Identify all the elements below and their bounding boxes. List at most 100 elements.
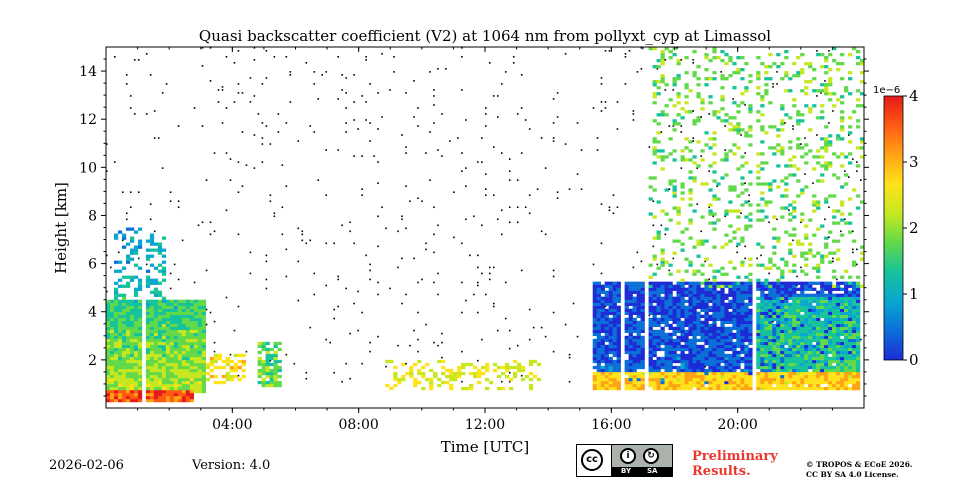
heatmap-cell	[265, 383, 270, 388]
cc-license-badge[interactable]: cc i ↻ BY SA	[576, 444, 673, 477]
heatmap-cell	[652, 80, 657, 84]
heatmap-cell	[800, 380, 805, 385]
heatmap-cell	[592, 290, 597, 294]
heatmap-cell	[812, 359, 817, 364]
heatmap-cell	[660, 287, 665, 291]
heatmap-cell	[688, 203, 693, 207]
heatmap-cell	[816, 227, 821, 231]
heatmap-cell	[744, 284, 749, 288]
heatmap-cell	[804, 338, 809, 343]
noise-speckle	[113, 56, 116, 58]
heatmap-cell	[828, 92, 833, 96]
heatmap-cell	[624, 383, 629, 388]
heatmap-cell	[820, 353, 825, 358]
heatmap-cell	[656, 290, 661, 294]
heatmap-cell	[776, 128, 781, 132]
heatmap-cell	[764, 284, 769, 288]
heatmap-cell	[628, 359, 633, 364]
heatmap-cell	[453, 371, 458, 376]
heatmap-cell	[624, 362, 629, 367]
heatmap-cell	[189, 320, 195, 325]
heatmap-cell	[616, 299, 621, 303]
noise-speckle	[253, 134, 256, 136]
noise-speckle	[369, 140, 371, 142]
noise-speckle	[616, 101, 619, 103]
heatmap-cell	[832, 104, 837, 108]
heatmap-cell	[808, 323, 813, 328]
noise-speckle	[309, 125, 312, 127]
heatmap-cell	[648, 311, 653, 315]
heatmap-cell	[732, 128, 737, 132]
heatmap-cell	[772, 344, 777, 349]
heatmap-cell	[788, 368, 793, 373]
heatmap-cell	[113, 347, 119, 352]
heatmap-cell	[121, 380, 127, 385]
heatmap-cell	[828, 284, 833, 288]
noise-speckle	[437, 149, 439, 151]
heatmap-cell	[692, 308, 697, 312]
heatmap-cell	[261, 383, 266, 388]
heatmap-cell	[125, 254, 131, 258]
heatmap-cell	[820, 257, 825, 261]
heatmap-cell	[700, 383, 705, 388]
noise-speckle	[369, 269, 371, 272]
heatmap-cell	[676, 269, 681, 273]
heatmap-cell	[676, 101, 681, 105]
heatmap-cell	[145, 299, 151, 303]
heatmap-cell	[704, 77, 709, 81]
heatmap-cell	[672, 104, 677, 108]
heatmap-cell	[708, 317, 713, 322]
heatmap-cell	[173, 317, 179, 322]
noise-speckle	[600, 203, 603, 206]
heatmap-cell	[688, 386, 693, 391]
heatmap-cell	[161, 269, 167, 273]
heatmap-cell	[137, 362, 143, 367]
heatmap-cell	[840, 365, 845, 370]
heatmap-cell	[656, 341, 661, 346]
heatmap-cell	[780, 77, 785, 81]
heatmap-cell	[840, 311, 845, 315]
heatmap-cell	[173, 392, 179, 397]
noise-speckle	[345, 131, 347, 133]
heatmap-cell	[776, 347, 781, 352]
heatmap-cell	[816, 275, 821, 279]
heatmap-cell	[760, 347, 765, 352]
heatmap-cell	[628, 347, 633, 352]
heatmap-cell	[189, 362, 195, 367]
heatmap-cell	[700, 293, 705, 297]
noise-speckle	[381, 206, 383, 209]
heatmap-cell	[816, 365, 821, 370]
heatmap-cell	[433, 371, 438, 376]
heatmap-cell	[608, 335, 613, 340]
heatmap-cell	[676, 308, 681, 312]
heatmap-cell	[796, 362, 801, 367]
heatmap-cell	[852, 239, 857, 243]
heatmap-cell	[688, 191, 693, 195]
heatmap-cell	[756, 71, 761, 75]
noise-speckle	[500, 209, 503, 212]
heatmap-cell	[157, 359, 163, 364]
heatmap-cell	[740, 68, 745, 72]
heatmap-cell	[169, 347, 175, 352]
heatmap-cell	[788, 116, 793, 120]
heatmap-cell	[201, 389, 206, 394]
noise-speckle	[776, 71, 778, 73]
heatmap-cell	[640, 305, 645, 309]
heatmap-cell	[832, 359, 837, 364]
heatmap-cell	[660, 167, 665, 171]
heatmap-cell	[137, 329, 143, 334]
heatmap-cell	[780, 149, 785, 153]
heatmap-cell	[149, 248, 155, 252]
noise-speckle	[516, 179, 519, 181]
heatmap-cell	[780, 281, 785, 285]
heatmap-cell	[820, 287, 825, 291]
heatmap-cell	[660, 305, 665, 309]
heatmap-cell	[800, 212, 805, 216]
heatmap-cell	[764, 89, 769, 93]
heatmap-cell	[596, 383, 601, 388]
heatmap-cell	[820, 374, 825, 379]
heatmap-cell	[784, 317, 789, 322]
heatmap-cell	[652, 299, 657, 303]
heatmap-cell	[728, 371, 733, 376]
heatmap-cell	[836, 221, 841, 225]
